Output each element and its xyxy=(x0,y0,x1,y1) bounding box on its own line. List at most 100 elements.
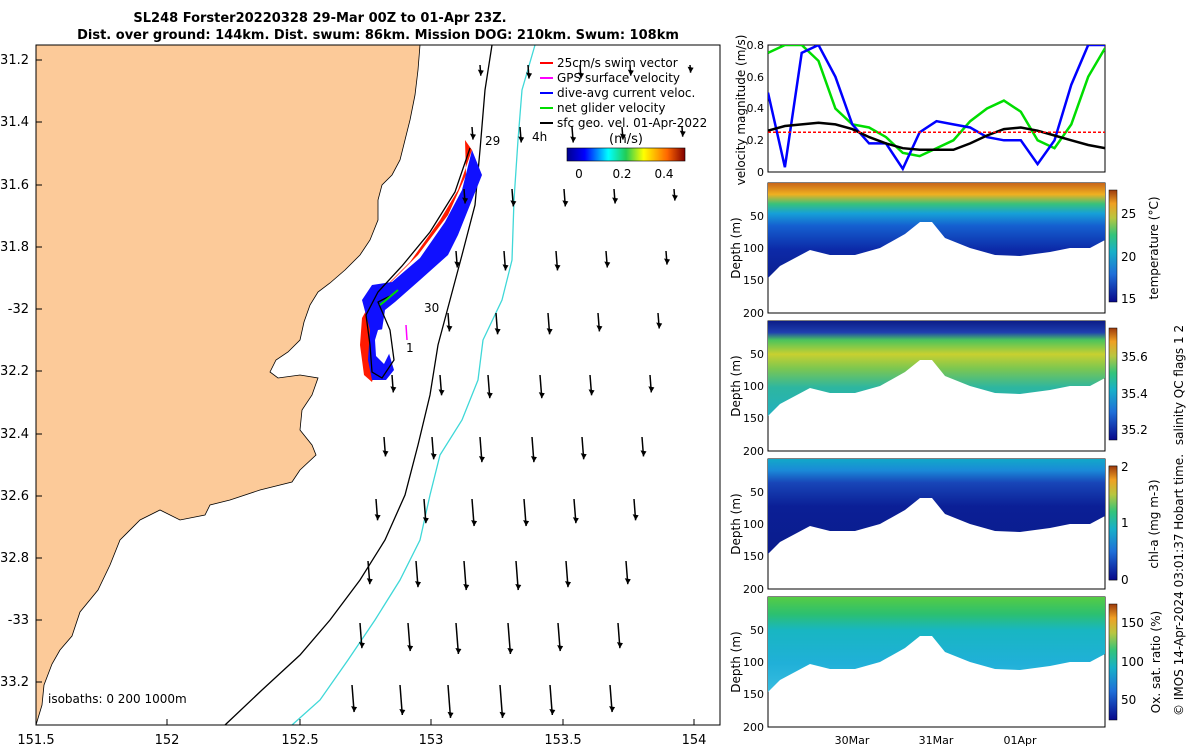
chlorophyll-cbar-tick-2: 2 xyxy=(1121,460,1129,474)
geo-vector-head xyxy=(604,261,611,268)
chlorophyll-cbar-tick-1: 1 xyxy=(1121,516,1129,530)
oxygen-depth-ytick-50: 50 xyxy=(750,624,764,637)
geo-vector-head xyxy=(469,133,476,140)
geo-vector-head xyxy=(624,578,631,585)
geo-vector-head xyxy=(612,197,619,204)
map-panel: 29 30 1 4h isobaths: 0 200 1000m 25cm/s … xyxy=(0,44,721,748)
salinity-field xyxy=(768,321,1105,416)
lat-tick-31.6: 31.6 xyxy=(0,178,29,193)
geo-vector-head xyxy=(627,69,634,76)
chlorophyll-cbar-tick-0: 0 xyxy=(1121,573,1129,587)
oxygen-cbar-tick-150: 150 xyxy=(1121,616,1144,630)
geo-vector-head xyxy=(616,642,623,649)
geo-vector-head xyxy=(390,386,397,393)
geo-vector-head xyxy=(546,328,553,335)
geo-vector-head xyxy=(351,706,358,713)
section-temperature: 50 100 150 200 Depth (m) 15 20 25 temper… xyxy=(729,182,1161,320)
time-tick-30mar: 30Mar xyxy=(835,734,870,747)
salinity-depth-label: Depth (m) xyxy=(729,355,743,416)
lat-tick-31.4: 31.4 xyxy=(0,115,29,130)
geo-vector-head xyxy=(664,258,671,265)
geo-vector-head xyxy=(679,130,686,137)
lon-tick-154: 154 xyxy=(682,733,707,748)
geo-vector-head xyxy=(502,264,509,271)
speed-colorbar-tick-2: 0.4 xyxy=(654,167,673,181)
map-legend: 25cm/s swim vector GPS surface velocity … xyxy=(540,56,707,130)
geo-vector-head xyxy=(430,453,437,460)
lat-tick-32.8: 32.8 xyxy=(0,551,29,566)
chlorophyll-depth-ytick-200: 200 xyxy=(743,583,764,596)
geo-vector-head xyxy=(572,517,579,524)
geo-vector-head xyxy=(422,517,429,524)
geo-vector-head xyxy=(596,325,603,332)
velocity-ytick-2: 0.4 xyxy=(747,102,765,115)
day-label-1: 1 xyxy=(406,341,414,355)
salinity-depth-ytick-150: 150 xyxy=(743,412,764,425)
temperature-depth-ytick-200: 200 xyxy=(743,307,764,320)
geo-vector-head xyxy=(494,328,501,335)
geo-vector-head xyxy=(526,72,533,79)
lat-tick-32: -32 xyxy=(8,302,29,317)
geo-vector-head xyxy=(580,453,587,460)
track-white-hole xyxy=(375,328,392,364)
speed-colorbar-tick-1: 0.2 xyxy=(612,167,631,181)
temperature-depth-label: Depth (m) xyxy=(729,217,743,278)
oxygen-colorbar xyxy=(1108,603,1118,721)
salinity-colorbar xyxy=(1108,327,1118,441)
time-tick-31mar: 31Mar xyxy=(919,734,954,747)
map-tick-marks xyxy=(35,59,695,725)
geo-vector-head xyxy=(687,66,694,73)
velocity-series-gps-surface-velocity xyxy=(768,121,1105,152)
geo-vector-head xyxy=(486,392,493,399)
geo-vector-head xyxy=(438,389,445,396)
lat-tick-31.2: 31.2 xyxy=(0,53,29,68)
chlorophyll-field xyxy=(768,459,1105,554)
geo-vector-head xyxy=(562,200,569,207)
day-label-29: 29 xyxy=(485,134,500,148)
geo-vector-head xyxy=(446,325,453,332)
legend-label-gps: GPS surface velocity xyxy=(557,71,680,85)
geo-vector-head xyxy=(538,392,545,399)
map-frame xyxy=(35,44,721,726)
qc-flags-note: salinity QC flags 1 2 xyxy=(1172,325,1186,445)
geo-vector-head xyxy=(632,514,639,521)
oxygen-cbar-tick-100: 100 xyxy=(1121,655,1144,669)
temperature-cbar-tick-15: 15 xyxy=(1121,292,1136,306)
lat-tick-31.8: 31.8 xyxy=(0,240,29,255)
oxygen-cbar-tick-50: 50 xyxy=(1121,693,1136,707)
salinity-cbar-tick-35.4: 35.4 xyxy=(1121,387,1148,401)
oxygen-depth-label: Depth (m) xyxy=(729,631,743,692)
speed-colorbar-title: (m/s) xyxy=(609,132,643,147)
chlorophyll-depth-ytick-50: 50 xyxy=(750,486,764,499)
geo-vector-head xyxy=(554,264,561,271)
temperature-cbar-tick-25: 25 xyxy=(1121,207,1136,221)
chlorophyll-cbar-label: chl-a (mg m-3) xyxy=(1147,479,1161,568)
geo-vector-head xyxy=(648,386,655,393)
velocity-ylabel: velocity magnitude (m/s) xyxy=(734,35,748,186)
oxygen-depth-ytick-150: 150 xyxy=(743,688,764,701)
temperature-colorbar xyxy=(1108,189,1118,303)
velocity-ytick-3: 0.6 xyxy=(747,71,765,84)
geo-vector-head xyxy=(471,520,478,527)
lon-tick-153.5: 153.5 xyxy=(544,733,581,748)
velocity-panel: 0 0.2 0.4 0.6 0.8 velocity magnitude (m/… xyxy=(734,35,1106,186)
geo-vector-head xyxy=(518,136,525,143)
lon-tick-151.5: 151.5 xyxy=(17,733,54,748)
geo-vector-head xyxy=(477,69,484,76)
section-salinity: 50 100 150 200 Depth (m) 35.2 35.4 35.6 xyxy=(729,320,1148,458)
lat-tick-32.2: 32.2 xyxy=(0,364,29,379)
geo-vector-head xyxy=(671,194,678,201)
geo-vector-head xyxy=(478,456,485,463)
oxygen-cbar-label: Ox. sat. ratio (%) xyxy=(1149,611,1163,713)
salinity-depth-ytick-100: 100 xyxy=(743,380,764,393)
temperature-cbar-label: temperature (°C) xyxy=(1147,197,1161,300)
velocity-ytick-4: 0.8 xyxy=(747,39,765,52)
lon-tick-152.5: 152.5 xyxy=(281,733,318,748)
geo-vector-head xyxy=(455,647,462,654)
isobaths-label: isobaths: 0 200 1000m xyxy=(48,692,187,706)
lat-tick-33: -33 xyxy=(8,613,29,628)
geo-vector-head xyxy=(523,520,530,527)
net-glider-arrow xyxy=(379,289,399,306)
temperature-field xyxy=(768,183,1105,278)
geo-vector-head xyxy=(407,645,414,652)
